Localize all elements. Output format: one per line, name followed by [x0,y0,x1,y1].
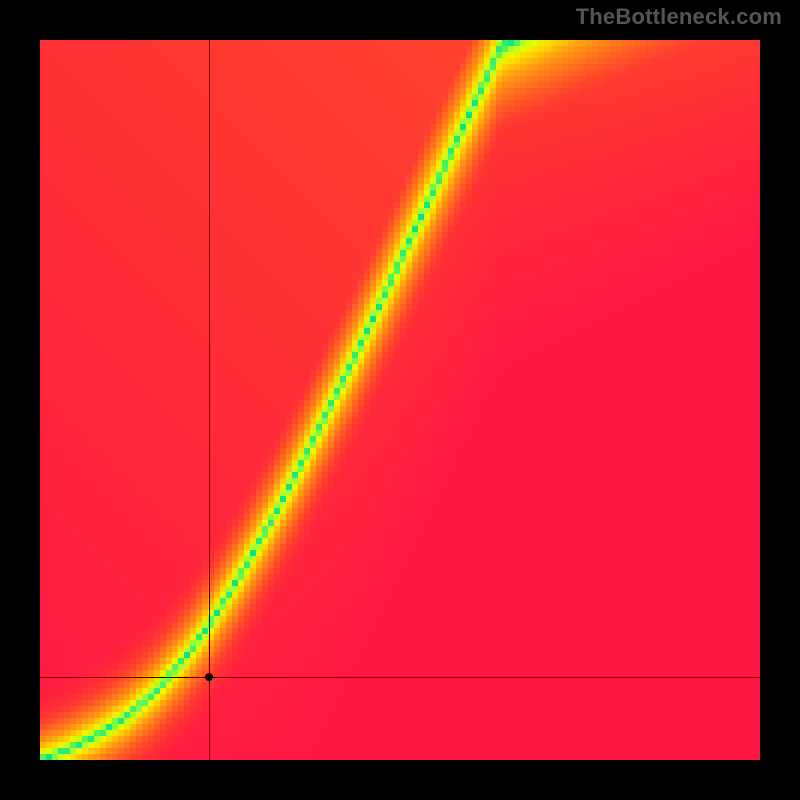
heatmap-canvas [40,40,760,760]
page-root: TheBottleneck.com [0,0,800,800]
watermark-text: TheBottleneck.com [576,4,782,30]
heatmap-plot-area [40,40,760,760]
